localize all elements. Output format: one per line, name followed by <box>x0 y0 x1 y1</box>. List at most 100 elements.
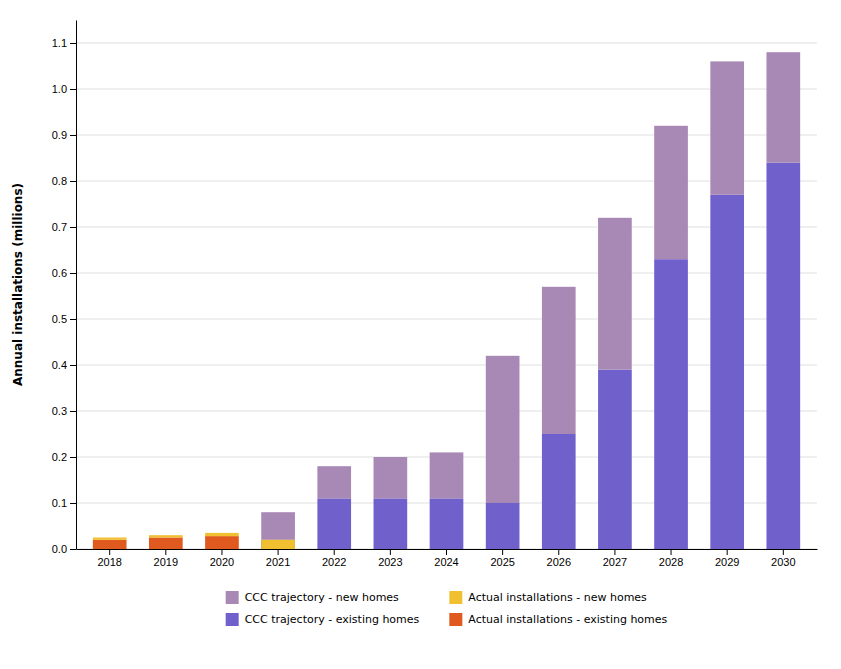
bar-series <box>93 533 295 549</box>
grid-line <box>76 319 817 320</box>
bar <box>766 549 800 550</box>
bar <box>598 549 632 550</box>
bar <box>542 287 576 434</box>
tick-label: 1.0 <box>52 83 67 95</box>
bar <box>374 549 408 550</box>
tick: 0.5 <box>52 313 76 325</box>
bar <box>317 466 351 498</box>
tick-label: 0.1 <box>52 497 67 509</box>
bar-series <box>93 536 239 549</box>
y-axis-title: Annual installations (millions) <box>11 183 25 386</box>
tick: 2021 <box>266 549 290 568</box>
legend-label: Actual installations - new homes <box>468 591 647 604</box>
grid-line <box>76 135 817 136</box>
bar <box>261 540 295 549</box>
bars <box>93 52 800 549</box>
legend-swatch <box>449 613 462 626</box>
tick-mark <box>70 227 76 228</box>
grid <box>76 43 817 549</box>
bar <box>654 126 688 259</box>
tick-mark <box>783 549 784 555</box>
bar <box>430 452 464 498</box>
tick-mark <box>70 89 76 90</box>
grid-line <box>76 273 817 274</box>
bar <box>486 549 520 550</box>
bar <box>766 163 800 549</box>
legend-item: CCC trajectory - new homes <box>226 591 399 604</box>
bar <box>149 535 183 537</box>
tick: 0.6 <box>52 267 76 279</box>
tick-label: 0.6 <box>52 267 67 279</box>
tick: 1.0 <box>52 83 76 95</box>
tick-mark <box>165 549 166 555</box>
bar <box>710 195 744 549</box>
bar <box>374 498 408 549</box>
legend-item: Actual installations - existing homes <box>449 613 667 626</box>
bar <box>598 218 632 370</box>
tick-label: 2021 <box>266 556 290 568</box>
legend-label: CCC trajectory - existing homes <box>245 613 420 626</box>
bar <box>205 536 239 549</box>
bar <box>317 549 351 550</box>
legend-swatch <box>226 591 239 604</box>
bar <box>542 549 576 550</box>
tick-label: 2019 <box>154 556 178 568</box>
tick-mark <box>221 549 222 555</box>
tick-mark <box>70 319 76 320</box>
tick-label: 0.9 <box>52 129 67 141</box>
tick-label: 0.8 <box>52 175 67 187</box>
grid-line <box>76 365 817 366</box>
tick: 2029 <box>715 549 739 568</box>
chart: 2018201920202021202220232024202520262027… <box>0 0 841 669</box>
tick-label: 2018 <box>97 556 121 568</box>
bar <box>430 549 464 550</box>
tick-mark <box>70 549 76 550</box>
tick-label: 2029 <box>715 556 739 568</box>
tick-mark <box>278 549 279 555</box>
tick-mark <box>446 549 447 555</box>
bar <box>317 549 351 550</box>
bar <box>317 498 351 549</box>
tick: 2024 <box>434 549 458 568</box>
tick-label: 1.1 <box>52 37 67 49</box>
tick: 0.7 <box>52 221 76 233</box>
grid-line <box>76 181 817 182</box>
tick-label: 0.7 <box>52 221 67 233</box>
bar <box>710 549 744 550</box>
bar <box>710 61 744 194</box>
bar <box>542 434 576 549</box>
axis-line <box>76 21 77 550</box>
bar <box>710 549 744 550</box>
tick: 0.4 <box>52 359 76 371</box>
bar-series <box>261 52 800 540</box>
bar <box>654 549 688 550</box>
tick-label: 2025 <box>490 556 514 568</box>
tick-label: 2028 <box>659 556 683 568</box>
legend-item: Actual installations - new homes <box>449 591 647 604</box>
bar <box>430 549 464 550</box>
tick-mark <box>70 273 76 274</box>
tick: 2030 <box>771 549 795 568</box>
tick-mark <box>671 549 672 555</box>
bar <box>542 549 576 550</box>
tick: 0.9 <box>52 129 76 141</box>
tick: 0.2 <box>52 451 76 463</box>
tick: 2023 <box>378 549 402 568</box>
tick: 2028 <box>659 549 683 568</box>
bar <box>261 540 295 549</box>
tick-label: 0.2 <box>52 451 67 463</box>
y-axis: 0.00.10.20.30.40.50.60.70.80.91.01.1 <box>52 21 77 556</box>
tick-mark <box>70 503 76 504</box>
tick-label: 2030 <box>771 556 795 568</box>
tick-mark <box>70 181 76 182</box>
legend-swatch <box>226 613 239 626</box>
tick-mark <box>70 365 76 366</box>
bar <box>374 549 408 550</box>
tick: 2018 <box>97 549 121 568</box>
tick: 1.1 <box>52 37 76 49</box>
bar <box>766 549 800 550</box>
tick-mark <box>70 135 76 136</box>
bar <box>598 370 632 549</box>
bar <box>766 52 800 162</box>
tick-mark <box>727 549 728 555</box>
